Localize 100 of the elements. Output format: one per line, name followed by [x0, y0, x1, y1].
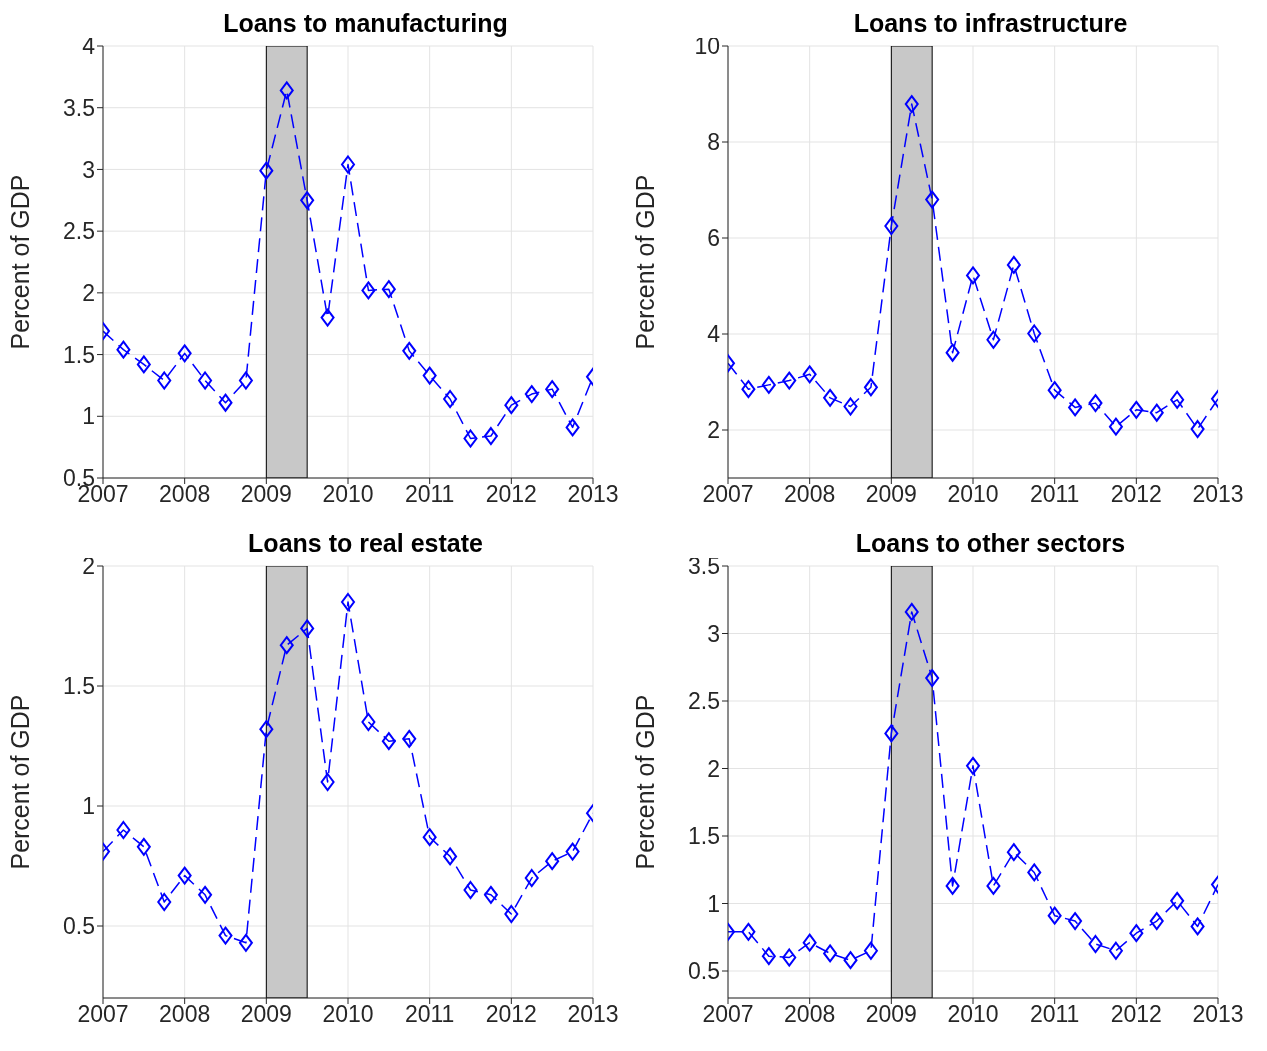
- point: [863, 378, 878, 397]
- point: [782, 371, 797, 390]
- point: [1190, 917, 1205, 936]
- y-axis-title: Percent of GDP: [630, 694, 659, 870]
- chart-title: Loans to other sectors: [855, 529, 1126, 557]
- point: [945, 876, 960, 895]
- x-tick-label: 2007: [77, 1001, 129, 1028]
- y-tick-label: 2: [82, 553, 95, 580]
- point: [320, 773, 335, 791]
- y-tick-label: 4: [707, 321, 721, 348]
- x-tick-label: 2009: [240, 1001, 292, 1028]
- point: [741, 380, 756, 399]
- point: [823, 388, 838, 407]
- point: [884, 724, 899, 743]
- point: [300, 191, 315, 210]
- y-axis-title: Percent of GDP: [5, 694, 34, 870]
- point: [1129, 400, 1144, 419]
- point: [320, 308, 335, 327]
- y-tick-label: 1: [82, 793, 95, 820]
- y-tick-label: 1: [707, 890, 720, 917]
- point: [157, 371, 172, 390]
- chart-title: Loans to manufacturing: [223, 9, 508, 37]
- point: [1170, 390, 1185, 409]
- point: [986, 330, 1001, 349]
- x-tick-label: 2010: [947, 1001, 999, 1028]
- point: [463, 429, 478, 448]
- y-tick-label: 4: [82, 33, 96, 60]
- chart-title: Loans to infrastructure: [853, 9, 1128, 37]
- x-tick-label: 2007: [702, 1001, 754, 1028]
- point: [1027, 324, 1042, 343]
- x-tick-label: 2013: [1192, 481, 1244, 508]
- point: [402, 341, 417, 360]
- point: [524, 385, 539, 404]
- point: [259, 720, 274, 739]
- point: [198, 371, 213, 390]
- y-tick-label: 0.5: [63, 913, 95, 940]
- y-tick-label: 0.5: [688, 958, 720, 985]
- y-tick-label: 3.5: [688, 553, 720, 580]
- x-tick-label: 2011: [1029, 481, 1080, 508]
- point: [1088, 935, 1103, 953]
- point: [925, 669, 940, 688]
- point: [504, 905, 519, 923]
- point: [136, 837, 151, 856]
- point: [925, 190, 940, 209]
- point: [1149, 912, 1164, 931]
- point: [761, 947, 776, 966]
- point: [381, 280, 396, 299]
- point: [1047, 906, 1062, 925]
- point: [1068, 912, 1083, 931]
- x-tick-label: 2009: [865, 1001, 917, 1028]
- x-tick-label: 2012: [485, 481, 537, 508]
- point: [422, 366, 437, 385]
- point: [565, 418, 580, 437]
- point: [218, 926, 233, 945]
- y-tick-label: 2.5: [688, 688, 720, 715]
- y-tick-label: 2: [707, 417, 720, 444]
- point: [545, 852, 560, 871]
- x-tick-label: 2008: [159, 481, 211, 508]
- x-tick-label: 2011: [404, 1001, 455, 1028]
- y-tick-label: 3.5: [63, 94, 95, 121]
- point: [1006, 843, 1021, 862]
- x-tick-label: 2008: [159, 1001, 211, 1028]
- point: [259, 161, 274, 180]
- point: [504, 396, 519, 415]
- point: [402, 729, 417, 748]
- y-tick-label: 3: [707, 620, 720, 647]
- x-tick-label: 2011: [404, 481, 455, 508]
- point: [136, 355, 151, 374]
- chart-title: Loans to real estate: [248, 529, 483, 557]
- point: [986, 876, 1001, 895]
- point: [238, 371, 253, 390]
- point: [463, 881, 478, 899]
- x-tick-label: 2009: [240, 481, 292, 508]
- point: [1047, 381, 1062, 400]
- point: [863, 941, 878, 960]
- point: [218, 393, 233, 412]
- y-tick-label: 10: [694, 33, 720, 60]
- point: [843, 951, 858, 970]
- point: [361, 713, 376, 731]
- x-tick-label: 2008: [784, 481, 836, 508]
- point: [802, 365, 817, 384]
- x-tick-label: 2010: [322, 481, 374, 508]
- point: [1190, 420, 1205, 439]
- point: [1006, 255, 1021, 274]
- point: [1149, 403, 1164, 422]
- y-tick-label: 2: [707, 755, 720, 782]
- y-tick-label: 8: [707, 129, 720, 156]
- point: [802, 933, 817, 952]
- point: [1027, 863, 1042, 882]
- point: [443, 847, 458, 866]
- point: [422, 828, 437, 847]
- point: [116, 340, 131, 359]
- y-tick-label: 2.5: [63, 218, 95, 245]
- point: [761, 375, 776, 394]
- point: [565, 842, 580, 861]
- y-tick-label: 1: [82, 403, 95, 430]
- x-tick-label: 2007: [702, 481, 754, 508]
- y-axis-title: Percent of GDP: [5, 174, 34, 350]
- point: [483, 885, 498, 904]
- x-tick-label: 2011: [1029, 1001, 1080, 1028]
